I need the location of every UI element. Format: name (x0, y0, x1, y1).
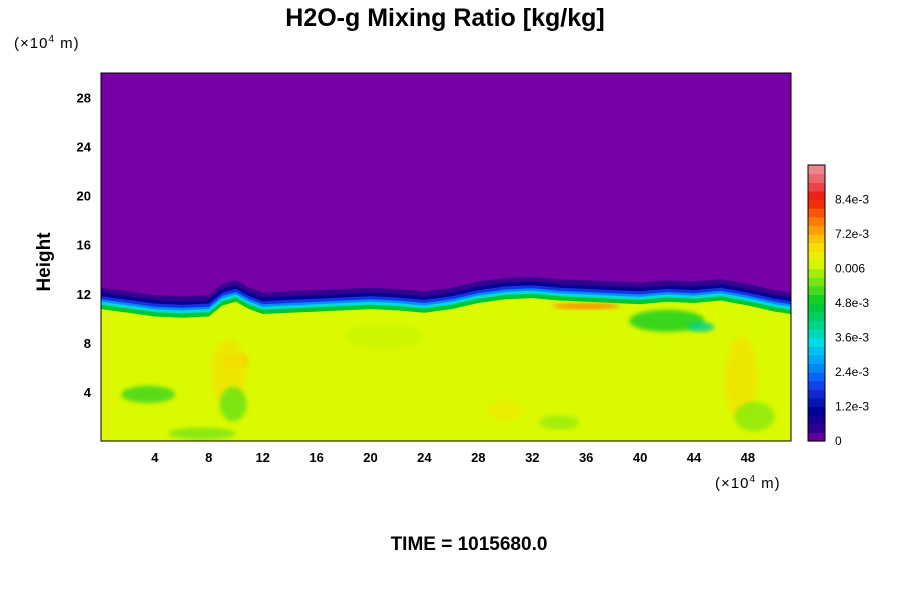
colorbar-level (808, 173, 825, 183)
x-unit-prefix: (×10 (715, 475, 749, 492)
field-feature-12 (343, 324, 425, 350)
colorbar-level (808, 242, 825, 252)
y-tick-label: 8 (84, 336, 91, 351)
colorbar-frame (807, 164, 826, 442)
x-tick-label: 16 (309, 450, 323, 465)
field-feature-7 (539, 415, 580, 430)
colorbar-tick-label: 7.2e-3 (835, 227, 869, 241)
colorbar-level (808, 337, 825, 347)
field-feature-5 (168, 427, 236, 440)
y-tick-label: 28 (77, 91, 91, 106)
colorbar-level (808, 363, 825, 373)
x-tick-label: 32 (525, 450, 539, 465)
colorbar-level (808, 328, 825, 339)
chart-title: H2O-g Mixing Ratio [kg/kg] (285, 4, 604, 32)
colorbar-level (808, 311, 825, 321)
x-tick-label: 44 (687, 450, 702, 465)
field-feature-11 (734, 401, 775, 432)
colorbar-tick-label: 0 (835, 434, 842, 448)
colorbar-level (808, 415, 825, 425)
time-label: TIME = 1015680.0 (391, 534, 548, 555)
colorbar-tick-label: 8.4e-3 (835, 193, 869, 207)
colorbar-level (808, 165, 825, 175)
colorbar-level (808, 389, 825, 399)
colorbar-level (808, 216, 825, 226)
plot-frame (100, 72, 792, 442)
colorbar-level (808, 234, 825, 244)
y-unit-exponent: 4 (48, 34, 55, 45)
x-tick-label: 4 (151, 450, 159, 465)
y-tick-label: 20 (77, 189, 91, 204)
y-tick-label: 24 (77, 140, 92, 155)
colorbar-level (808, 346, 825, 356)
x-tick-label: 24 (417, 450, 432, 465)
colorbar-level (808, 259, 825, 270)
colorbar-level (808, 268, 825, 278)
x-tick-label: 48 (741, 450, 755, 465)
y-tick-label: 12 (77, 287, 91, 302)
field-feature-10 (724, 336, 758, 423)
y-axis-label: Height (34, 232, 55, 292)
field-feature-6 (489, 400, 522, 421)
colorbar-level (808, 251, 825, 261)
colorbar-tick-label: 1.2e-3 (835, 400, 869, 414)
x-unit-exponent: 4 (749, 474, 756, 485)
colorbar-level (808, 294, 825, 304)
colorbar-level (808, 303, 825, 313)
field-feature-13 (552, 303, 620, 310)
colorbar-level (808, 406, 825, 416)
colorbar: 0 1.2e-3 2.4e-3 3.6e-3 4.8e-3 0.006 7.2e-3 8.4e… (807, 164, 869, 448)
colorbar-level (808, 208, 825, 218)
y-tick-label: 4 (84, 385, 92, 400)
colorbar-tick-label: 3.6e-3 (835, 331, 869, 345)
plot-area (100, 72, 792, 442)
colorbar-level (808, 225, 825, 235)
field-feature-1 (121, 385, 176, 403)
colorbar-level (808, 199, 825, 209)
colorbar-level (808, 190, 825, 201)
colorbar-level (808, 397, 825, 408)
colorbar-tick-label: 0.006 (835, 262, 865, 276)
colorbar-tick-label: 4.8e-3 (835, 296, 869, 310)
colorbar-level (808, 277, 825, 287)
colorbar-level (808, 423, 825, 433)
x-tick-label: 8 (205, 450, 212, 465)
y-unit-label: (×104 m) (14, 34, 80, 52)
x-tick-label: 36 (579, 450, 593, 465)
colorbar-level (808, 380, 825, 390)
field-feature-8 (629, 309, 705, 332)
x-axis-ticks: 4 8 12 16 20 24 28 32 36 40 44 48 (151, 450, 755, 465)
colorbar-level (808, 354, 825, 364)
x-tick-label: 20 (363, 450, 377, 465)
x-tick-label: 12 (255, 450, 269, 465)
colorbar-level (808, 432, 825, 442)
x-unit-suffix: m) (756, 475, 781, 492)
x-tick-label: 28 (471, 450, 485, 465)
y-unit-prefix: (×10 (14, 35, 48, 52)
y-tick-label: 16 (77, 238, 91, 253)
colorbar-level (808, 182, 825, 192)
y-unit-suffix: m) (55, 35, 80, 52)
colorbar-level (808, 285, 825, 295)
colorbar-tick-label: 2.4e-3 (835, 365, 869, 379)
x-tick-label: 40 (633, 450, 647, 465)
moist-layer (101, 298, 791, 441)
field-feature-4 (219, 387, 247, 422)
heatmap-field (101, 73, 791, 441)
y-axis-ticks: 4 8 12 16 20 24 28 (77, 91, 92, 400)
colorbar-level (808, 320, 825, 330)
field-feature-9 (687, 322, 715, 332)
x-unit-label: (×104 m) (715, 474, 781, 492)
colorbar-level (808, 372, 825, 382)
